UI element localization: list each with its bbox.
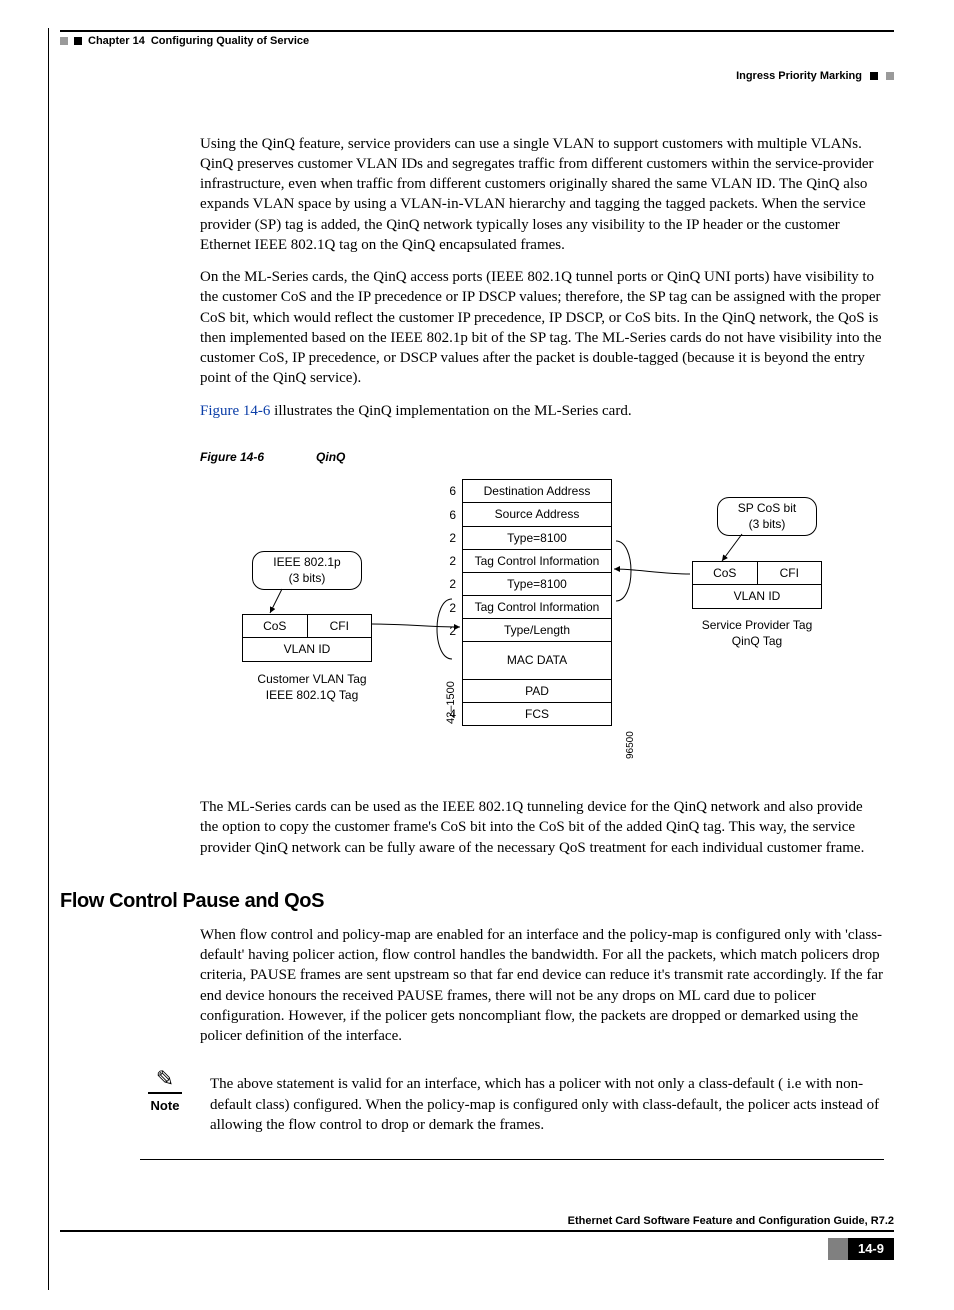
ieee8021p-bubble: IEEE 802.1p (3 bits) [252,551,362,589]
main-content: Using the QinQ feature, service provider… [200,84,884,858]
cos-cell: CoS [243,615,307,637]
frame-field: MAC DATA [462,642,612,679]
vlanid-cell: VLAN ID [243,637,371,660]
byte-count: 2 [432,573,462,596]
byte-count: 2 [432,527,462,550]
section-square-grey [886,72,894,80]
note-block: ✎ Note The above statement is valid for … [140,1064,884,1147]
ethernet-frame: 6Destination Address 6Source Address 2Ty… [432,479,612,726]
figure-title: QinQ [316,450,345,464]
frame-field: PAD [462,680,612,703]
note-text: The above statement is valid for an inte… [210,1074,884,1135]
figure-caption: Figure 14-6 QinQ [200,449,884,465]
paragraph: When flow control and policy-map are ena… [200,925,884,1047]
figure-number: Figure 14-6 [200,450,264,464]
note-label: Note [151,1098,180,1113]
bubble-text: SP CoS bit (3 bits) [728,500,806,532]
note-icon: ✎ [140,1064,190,1094]
frame-field: Type=8100 [462,527,612,550]
diagram-id: 96500 [624,731,638,759]
byte-count [432,642,462,679]
frame-field: Type/Length [462,619,612,642]
header-square-grey [60,37,68,45]
sp-tag-label: Service Provider Tag QinQ Tag [677,617,837,649]
paragraph: Figure 14-6 illustrates the QinQ impleme… [200,401,884,421]
mac-pad-range: 42–1500 [444,681,459,724]
byte-count: 2 [432,619,462,642]
page-number-badge: 14-9 [828,1238,894,1260]
paragraph: The ML-Series cards can be used as the I… [200,797,884,858]
cfi-cell: CFI [757,562,822,584]
section-marker: Ingress Priority Marking [736,69,894,84]
running-header: Chapter 14 Configuring Quality of Servic… [60,34,894,49]
vlanid-cell: VLAN ID [693,584,821,607]
note-rule [140,1159,884,1160]
frame-field: Destination Address [462,479,612,503]
paragraph-text: illustrates the QinQ implementation on t… [270,403,631,419]
byte-count: 2 [432,596,462,619]
frame-field: Source Address [462,503,612,526]
frame-field: Tag Control Information [462,550,612,573]
customer-tag-label: Customer VLAN Tag IEEE 802.1Q Tag [232,671,392,703]
byte-count: 2 [432,550,462,573]
chapter-number: Chapter 14 [88,34,145,49]
sp-cos-bubble: SP CoS bit (3 bits) [717,497,817,535]
page-number: 14-9 [848,1238,894,1260]
cfi-cell: CFI [307,615,372,637]
page-left-rule [48,28,49,1290]
page-footer: Ethernet Card Software Feature and Confi… [60,1230,894,1270]
paragraph: On the ML-Series cards, the QinQ access … [200,267,884,389]
header-square-black [74,37,82,45]
section-square-black [870,72,878,80]
frame-field: Tag Control Information [462,596,612,619]
section-heading: Flow Control Pause and QoS [60,888,894,915]
figure-link[interactable]: Figure 14-6 [200,403,270,419]
frame-field: FCS [462,703,612,726]
section-title: Ingress Priority Marking [736,69,862,84]
bubble-text: IEEE 802.1p (3 bits) [263,554,351,586]
qinq-diagram: 6Destination Address 6Source Address 2Ty… [222,479,862,779]
cos-cell: CoS [693,562,757,584]
byte-count: 6 [432,503,462,526]
header-rule [60,30,894,32]
frame-field: Type=8100 [462,573,612,596]
guide-title: Ethernet Card Software Feature and Confi… [568,1214,894,1229]
paragraph: Using the QinQ feature, service provider… [200,134,884,256]
customer-tag-box: CoS CFI VLAN ID [242,614,372,661]
byte-count: 6 [432,479,462,503]
sp-tag-box: CoS CFI VLAN ID [692,561,822,608]
chapter-title: Configuring Quality of Service [151,34,309,49]
